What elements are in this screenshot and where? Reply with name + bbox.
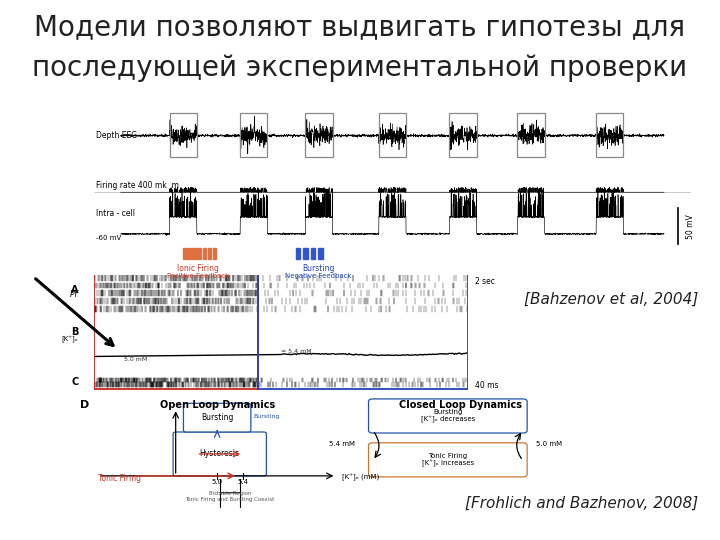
Bar [311,248,315,259]
Bar [212,248,216,259]
Text: 5.0 mM: 5.0 mM [124,357,147,362]
Text: [Bahzenov et al, 2004]: [Bahzenov et al, 2004] [524,292,698,307]
Bar [198,248,202,259]
Text: Hysteresis: Hysteresis [199,449,240,458]
Text: C: C [71,377,78,387]
Bar [94,274,258,389]
Bar [170,113,197,157]
Text: Ionic Firing: Ionic Firing [178,264,220,273]
Bar [193,248,197,259]
Bar [379,113,406,157]
Text: 2 sec: 2 sec [475,277,495,286]
Bar [449,113,477,157]
Text: Tonic Firing: Tonic Firing [98,474,141,483]
Text: A: A [71,285,78,295]
Text: Depth EEG: Depth EEG [96,131,138,140]
Text: 5.0 mM: 5.0 mM [536,441,562,447]
Text: 5.0: 5.0 [212,480,222,485]
Text: Firing rate 400 mk  m: Firing rate 400 mk m [96,181,179,190]
Text: 50 mV: 50 mV [685,214,695,239]
Text: последующей экспериментальной проверки: последующей экспериментальной проверки [32,54,688,82]
Text: Bursting: Bursting [253,414,280,419]
FancyBboxPatch shape [173,432,266,476]
FancyBboxPatch shape [184,403,251,432]
Text: Bistable Region
Tonic Firing and Bursting Coexist: Bistable Region Tonic Firing and Burstin… [186,491,275,502]
Text: Модели позволяют выдвигать гипотезы для: Модели позволяют выдвигать гипотезы для [35,14,685,42]
Text: [Frohlich and Bazhenov, 2008]: [Frohlich and Bazhenov, 2008] [465,495,698,510]
Text: [K⁺]ₒ: [K⁺]ₒ [62,336,78,343]
Text: -60 mV: -60 mV [96,234,122,241]
Text: ≈ 5.4 mM: ≈ 5.4 mM [281,349,312,354]
Text: Bursting
[K⁺]ₒ decreases: Bursting [K⁺]ₒ decreases [420,409,475,423]
Text: Bursting: Bursting [302,264,334,273]
Text: D: D [80,400,89,410]
Text: Positive Feedback: Positive Feedback [167,273,230,279]
Bar [303,248,307,259]
Text: Open Loop Dynamics: Open Loop Dynamics [160,400,275,410]
Text: Tonic Firing
[K⁺]ₒ increases: Tonic Firing [K⁺]ₒ increases [422,453,474,467]
Bar [596,113,624,157]
Bar [184,248,186,259]
Bar [296,248,300,259]
FancyBboxPatch shape [369,443,527,477]
Text: 5.4: 5.4 [238,480,248,485]
Text: Bursting: Bursting [201,413,233,422]
Text: Intra - cell: Intra - cell [96,209,135,218]
Text: PY: PY [69,290,78,299]
Bar [240,113,267,157]
Text: 5.4 mM: 5.4 mM [328,441,354,447]
Text: B: B [71,327,78,338]
Bar [258,274,468,389]
Text: Closed Loop Dynamics: Closed Loop Dynamics [400,400,522,410]
Bar [305,113,333,157]
Bar [318,248,323,259]
Text: Negative Feedback: Negative Feedback [285,273,351,279]
Bar [518,113,544,157]
Bar [189,248,192,259]
Text: [K⁺]ₒ (mM): [K⁺]ₒ (mM) [341,474,379,481]
Text: 40 ms: 40 ms [475,381,499,390]
Bar [203,248,207,259]
Bar [208,248,211,259]
FancyBboxPatch shape [369,399,527,433]
